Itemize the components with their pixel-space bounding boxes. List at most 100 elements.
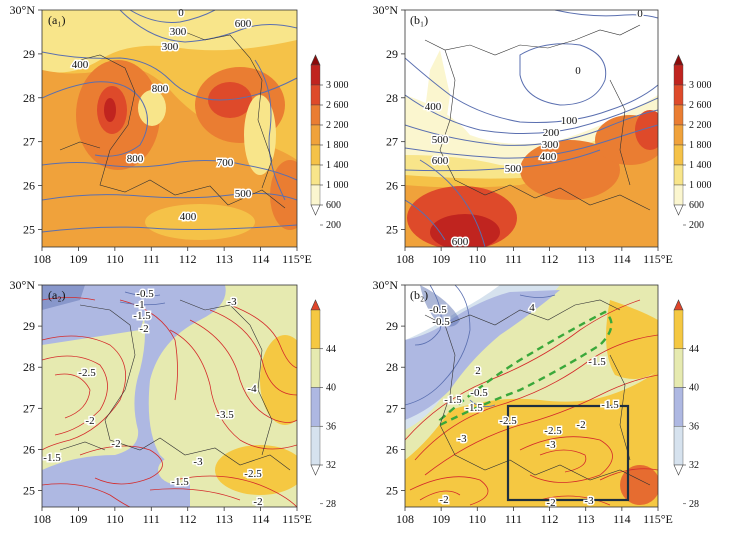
a1-contour-label: 500 xyxy=(235,188,252,200)
a2-contour-label: -2 xyxy=(85,415,94,427)
colorbar-segment xyxy=(310,184,321,206)
colorbar-top-extend xyxy=(673,54,684,66)
colorbar-label: 32 xyxy=(326,460,336,471)
colorbar-segment xyxy=(673,64,684,86)
x-tick-label: 114 xyxy=(613,512,631,526)
b1-contour-label: 0 xyxy=(575,65,581,77)
b1-contour-label: 600 xyxy=(432,155,449,167)
x-tick-label: 113 xyxy=(215,512,233,526)
x-tick-label: 114 xyxy=(252,252,270,266)
colorbar-label: 40 xyxy=(326,383,336,394)
x-tick-label: 108 xyxy=(33,512,51,526)
colorbar-bottom-extend xyxy=(673,464,684,476)
a2-contour-label: -1.5 xyxy=(43,452,61,464)
panel-a1: 0 300 300 600 400 800 800 700 500 400 (a… xyxy=(41,6,298,248)
y-tick-label: 30°N xyxy=(10,278,36,292)
colorbar-label: 2 600 xyxy=(689,100,712,111)
x-tick-label: 108 xyxy=(396,252,414,266)
y-tick-label: 25 xyxy=(386,222,398,236)
colorbar-label: 36 xyxy=(689,421,699,432)
colorbar-segment xyxy=(673,426,684,466)
colorbar-label: 1 400 xyxy=(326,160,349,171)
x-tick-label: 112 xyxy=(179,512,197,526)
panel-axes: 108 109 110 111 112 113 114 115°E 25 26 27 28 29 30°N xyxy=(10,3,312,266)
a2-contour-label: -0.5 xyxy=(136,288,154,300)
colorbar-top-extend xyxy=(310,54,321,66)
colorbar-top-extend xyxy=(673,299,684,311)
colorbar-label: 200 xyxy=(689,220,704,231)
x-tick-label: 111 xyxy=(505,252,522,266)
y-tick-label: 25 xyxy=(23,222,35,236)
b2-contour-label: -1.5 xyxy=(601,399,619,411)
panel-b1-contour-labels: 0 0 100 200 300 400 500 400 500 600 600 xyxy=(423,7,645,250)
y-tick-label: 26 xyxy=(23,442,35,456)
colorbar-bottom-extend xyxy=(673,204,684,216)
panel-b2-blue-contours xyxy=(405,285,556,408)
a2-contour-label: -3 xyxy=(227,296,237,308)
colorbar-segment xyxy=(673,309,684,349)
panel-b2-contours xyxy=(405,299,658,506)
b2-contour-label: -0.5 xyxy=(429,304,447,316)
colorbar-segment xyxy=(310,348,321,388)
a2-contour-label: -3 xyxy=(193,456,203,468)
y-tick-label: 26 xyxy=(23,179,35,193)
b1-contour-label: 500 xyxy=(505,163,522,175)
a1-contour-label: 600 xyxy=(235,18,252,30)
b1-contour-label: 400 xyxy=(425,101,442,113)
b2-contour-label: 4 xyxy=(529,302,535,314)
colorbar-label: 28 xyxy=(326,499,336,510)
b2-contour-label: -3 xyxy=(584,495,594,507)
y-tick-label: 30°N xyxy=(10,3,36,17)
colorbar-segment xyxy=(310,104,321,126)
b2-contour-label: -1.5 xyxy=(444,394,462,406)
x-tick-label: 111 xyxy=(143,252,160,266)
x-tick-label: 108 xyxy=(33,252,51,266)
y-tick-label: 30°N xyxy=(373,278,399,292)
a1-contour-label: 300 xyxy=(170,26,187,38)
colorbar-label: 2 200 xyxy=(689,120,712,131)
panel-b2: 4 -0.5 -0.5 2 -1.5 -0.5 -1.5 -1.5 -1.5 -… xyxy=(404,284,659,511)
b2-contour-label: -1.5 xyxy=(465,402,483,414)
a2-contour-label: -2 xyxy=(253,496,262,508)
colorbar-label: 1 000 xyxy=(326,180,349,191)
b1-contour-label: 200 xyxy=(543,127,560,139)
colorbar-label: 1 800 xyxy=(326,140,349,151)
panel-b2-label: (b₂) xyxy=(410,288,428,302)
y-tick-label: 27 xyxy=(23,135,35,149)
b1-contour-label: 0 xyxy=(637,8,643,20)
b2-contour-label: -1.5 xyxy=(588,356,606,368)
x-tick-label: 110 xyxy=(106,252,124,266)
colorbar-label: 2 600 xyxy=(326,100,349,111)
b2-contour-label: -2.5 xyxy=(544,425,562,437)
x-tick-label: 113 xyxy=(577,512,595,526)
colorbar-segment xyxy=(673,387,684,427)
colorbar-label: 1 000 xyxy=(689,180,712,191)
colorbar-label: 36 xyxy=(326,421,336,432)
panel-b1-fill xyxy=(405,10,658,247)
colorbar-label: 32 xyxy=(689,460,699,471)
x-tick-label: 112 xyxy=(541,512,559,526)
a1-contour-label: 700 xyxy=(217,157,234,169)
panel-b2-contour-labels: 4 -0.5 -0.5 2 -1.5 -0.5 -1.5 -1.5 -1.5 -… xyxy=(428,301,621,511)
axes: 108 109 110 111 112 113 114 115°E 25 26 27 28 29 30°N… xyxy=(10,3,673,526)
colorbar-label: 3 000 xyxy=(689,80,712,91)
panel-a2-frame xyxy=(41,284,298,508)
y-tick-label: 29 xyxy=(386,47,398,61)
b2-contour-label: -2.5 xyxy=(499,415,517,427)
b1-contour-label: 300 xyxy=(542,139,559,151)
colorbar-segment xyxy=(310,124,321,146)
a2-contour-label: -1.5 xyxy=(171,476,189,488)
y-tick-label: 26 xyxy=(386,179,398,193)
panel-a1-frame xyxy=(41,9,298,248)
a2-contour-label: -1.5 xyxy=(133,310,151,322)
panel-axes: 108 109 110 111 112 113 114 115°E 25 26 27 28 29 30°N xyxy=(10,278,312,526)
y-tick-label: 30°N xyxy=(373,3,399,17)
colorbar-label: 40 xyxy=(689,383,699,394)
panel-a2: -0.5 -1 -1.5 -2 -3 -2.5 -4 -2 -2 -3.5 -1… xyxy=(41,284,298,510)
colorbar-segment xyxy=(673,124,684,146)
panel-a1-label: (a₁) xyxy=(48,13,66,27)
y-tick-label: 29 xyxy=(23,319,35,333)
colorbar-bottom-extend xyxy=(310,464,321,476)
colorbar: 3 000 2 600 2 200 1 800 1 400 1 000 600 200 xyxy=(673,54,712,231)
a2-contour-label: -3.5 xyxy=(216,409,234,421)
